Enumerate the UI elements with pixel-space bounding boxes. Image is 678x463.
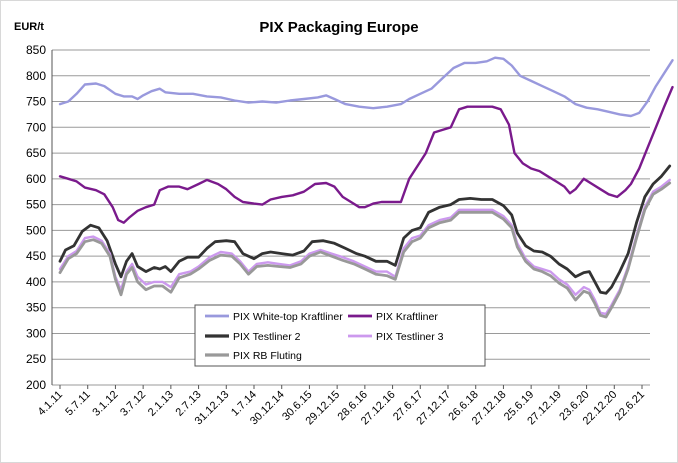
legend-entry: PIX Testliner 3: [376, 331, 444, 343]
y-tick-label: 700: [26, 120, 46, 134]
x-tick-label: 3.7.12: [118, 389, 148, 419]
y-tick-label: 850: [26, 43, 46, 57]
x-tick-label: 22.6.21: [613, 389, 647, 423]
x-tick-label: 5.7.11: [63, 389, 93, 419]
y-axis-label: EUR/t: [14, 21, 44, 33]
y-tick-label: 250: [26, 352, 46, 366]
y-tick-label: 650: [26, 146, 46, 160]
legend-box: [194, 304, 486, 367]
x-tick-label: 4.1.11: [36, 389, 66, 419]
legend-entry: PIX White-top Kraftliner: [233, 311, 343, 323]
legend-entry: PIX Kraftliner: [376, 311, 438, 323]
x-tick-label: 3.1.12: [90, 389, 120, 419]
series-line-3: [58, 178, 671, 316]
y-tick-label: 450: [26, 249, 46, 263]
y-tick-label: 300: [26, 326, 46, 340]
y-tick-label: 500: [26, 223, 46, 237]
y-tick-label: 800: [26, 69, 46, 83]
x-tick-label: 2.1.13: [146, 389, 176, 419]
y-tick-label: 550: [26, 198, 46, 212]
series-line-4: [58, 181, 672, 319]
series-line-2: [58, 164, 672, 295]
series-lines: [58, 56, 674, 319]
series-line-0: [58, 56, 674, 118]
legend-entry: PIX Testliner 2: [233, 331, 301, 343]
chart-title: PIX Packaging Europe: [259, 19, 418, 36]
y-tick-labels: 200 250 300 350 400 450 500 550 600 650 700 750 800 8…: [26, 43, 46, 392]
legend: PIX White-top Kraftliner PIX Kraftliner PI…: [194, 304, 486, 367]
y-tick-label: 600: [26, 172, 46, 186]
y-tick-label: 750: [26, 95, 46, 109]
y-tick-label: 200: [26, 378, 46, 392]
y-tick-label: 350: [26, 301, 46, 315]
legend-entry: PIX RB Fluting: [233, 350, 302, 362]
x-tick-labels: 4.1.115.7.113.1.123.7.122.1.132.7.1331.1…: [36, 385, 647, 427]
series-line-1: [58, 85, 674, 224]
y-tick-label: 400: [26, 275, 46, 289]
